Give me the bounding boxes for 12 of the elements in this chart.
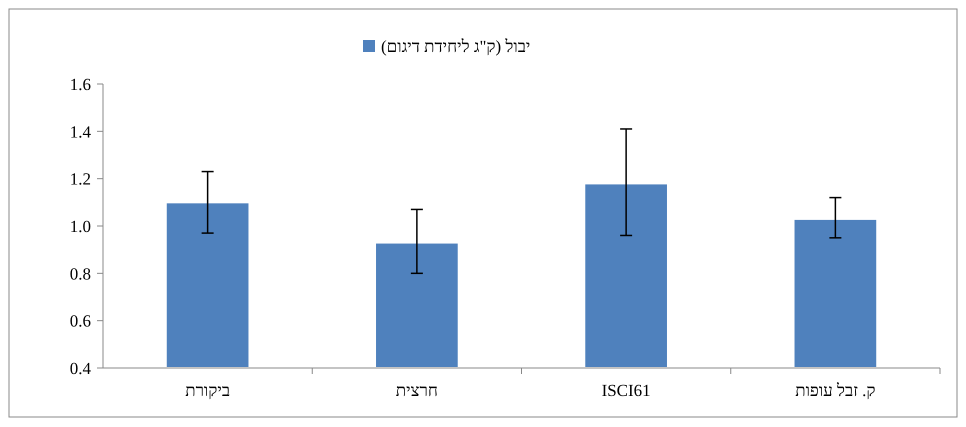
y-tick-label: 1.4 (70, 122, 92, 142)
x-tick-label: ק. זבל עופות (795, 381, 876, 400)
y-tick-label: 0.6 (70, 312, 91, 331)
y-tick-label: 1.2 (70, 170, 91, 189)
y-tick-label: 1.0 (70, 216, 91, 236)
y-tick-label: 0.8 (70, 264, 91, 284)
x-tick-label: ISCI61 (602, 381, 651, 400)
x-tick-label: חרצית (396, 381, 438, 400)
y-tick-label: 1.6 (70, 74, 91, 94)
y-tick-label: 0.4 (70, 358, 92, 378)
x-tick-label: ביקורת (185, 381, 230, 400)
legend-label: יבול (ק"ג ליחידת דיגום) (381, 36, 530, 56)
